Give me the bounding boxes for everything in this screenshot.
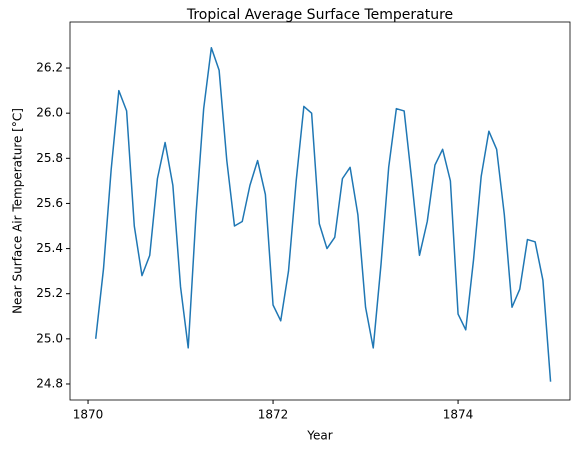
y-tick-label: 26.0 <box>36 106 63 120</box>
plot-frame <box>69 21 571 401</box>
y-tick-label: 25.8 <box>36 151 63 165</box>
y-tick-label: 26.2 <box>36 61 63 75</box>
chart-title: Tropical Average Surface Temperature <box>186 7 453 23</box>
x-axis-label: Year <box>306 429 332 443</box>
y-tick-label: 25.4 <box>36 241 63 255</box>
x-tick-label: 1870 <box>73 408 104 422</box>
x-tick-label: 1874 <box>443 408 474 422</box>
y-axis-label: Near Surface Air Temperature [°C] <box>11 108 25 314</box>
y-tick-label: 25.0 <box>36 331 63 345</box>
y-tick-label: 25.2 <box>36 286 63 300</box>
line-series <box>94 46 552 382</box>
y-tick-label: 24.8 <box>36 376 63 390</box>
x-tick-label: 1872 <box>258 408 289 422</box>
y-tick-label: 25.6 <box>36 196 63 210</box>
